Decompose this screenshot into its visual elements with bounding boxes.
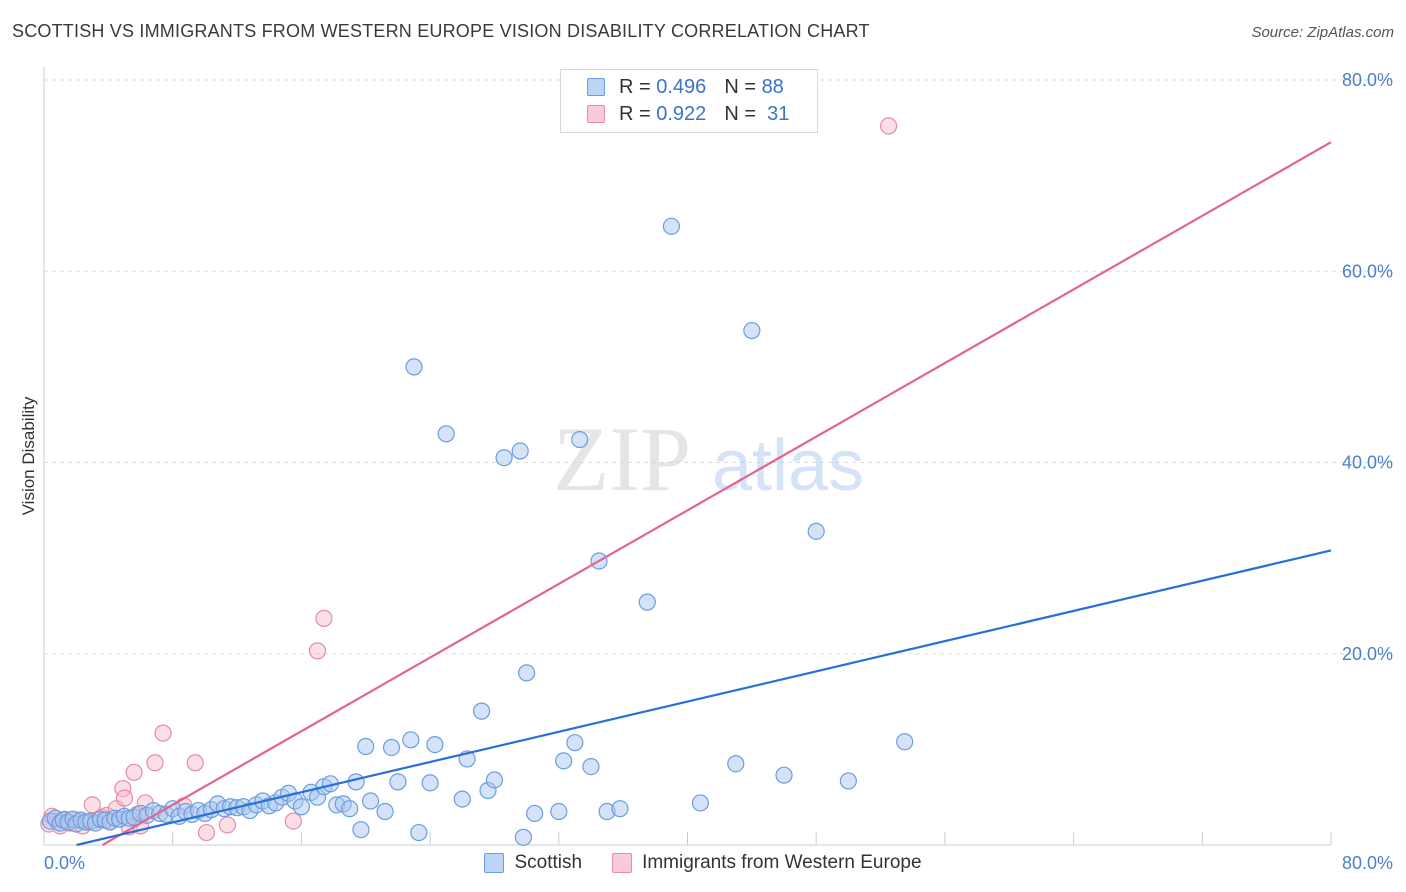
data-point-immigrants	[186, 754, 204, 772]
bottom-legend-label-immigrants: Immigrants from Western Europe	[642, 852, 922, 873]
data-point-scottish	[389, 773, 407, 791]
data-point-immigrants	[218, 816, 236, 834]
chart-source: Source: ZipAtlas.com	[1251, 24, 1394, 41]
data-point-scottish	[526, 804, 544, 823]
data-point-scottish	[743, 321, 761, 340]
data-point-scottish	[775, 766, 793, 784]
data-point-scottish	[839, 772, 857, 790]
data-point-scottish	[453, 790, 471, 808]
trendlines	[76, 141, 1332, 847]
data-point-scottish	[357, 737, 375, 756]
data-point-scottish	[376, 802, 394, 821]
data-point-scottish	[341, 800, 359, 818]
watermark-atlas: atlas	[712, 426, 864, 506]
legend-n-label: N =	[724, 102, 756, 125]
legend-n-value: 31	[767, 102, 790, 125]
y-axis-tick-labels: 20.0% 40.0% 60.0% 80.0%	[1342, 70, 1393, 664]
trendline-immigrants	[101, 141, 1332, 846]
data-point-scottish	[426, 735, 444, 754]
data-point-immigrants	[879, 117, 898, 135]
trendline-scottish	[76, 549, 1332, 847]
y-axis-label: Vision Disability	[19, 396, 38, 515]
correlation-legend: R = 0.496 N = 88 R = 0.922 N = 31	[560, 69, 818, 133]
data-point-immigrants	[115, 789, 134, 807]
legend-r-value: 0.496	[656, 75, 707, 98]
legend-r-label: R =	[619, 75, 651, 98]
legend-r-value: 0.922	[656, 102, 707, 125]
legend-swatch-scottish	[587, 78, 605, 96]
series-scottish-points	[41, 217, 914, 846]
data-point-scottish	[518, 664, 536, 682]
x-tick-label-min: 0.0%	[44, 853, 85, 873]
legend-n-value: 88	[761, 75, 784, 98]
data-point-immigrants	[125, 763, 143, 781]
data-point-scottish	[402, 731, 420, 749]
data-point-immigrants	[284, 812, 302, 830]
data-point-scottish	[292, 798, 310, 816]
watermark-zip: ZIP	[553, 408, 691, 510]
data-point-scottish	[550, 802, 568, 821]
y-tick-label: 60.0%	[1342, 261, 1393, 281]
data-point-scottish	[495, 449, 513, 467]
data-point-scottish	[727, 755, 745, 773]
data-point-scottish	[514, 828, 533, 846]
y-tick-label: 20.0%	[1342, 644, 1393, 664]
bottom-legend-label-scottish: Scottish	[514, 852, 583, 873]
data-point-scottish	[511, 442, 529, 460]
bottom-legend-item-immigrants: Immigrants from Western Europe	[612, 852, 922, 874]
data-point-immigrants	[308, 642, 327, 660]
data-point-scottish	[566, 734, 584, 752]
data-point-scottish	[485, 771, 504, 789]
data-point-immigrants	[146, 754, 164, 772]
data-point-scottish	[691, 794, 709, 812]
data-point-scottish	[437, 425, 455, 443]
x-axis-ticks	[172, 832, 1332, 845]
data-point-scottish	[662, 217, 681, 235]
legend-row-scottish: R = 0.496 N = 88	[587, 75, 784, 99]
data-point-scottish	[421, 774, 439, 792]
data-point-scottish	[405, 358, 423, 376]
data-point-scottish	[582, 757, 600, 776]
legend-swatch-immigrants	[587, 105, 605, 123]
bottom-legend-swatch-immigrants	[612, 853, 633, 873]
data-point-scottish	[611, 800, 629, 818]
data-point-scottish	[807, 522, 825, 540]
legend-n-label: N =	[724, 75, 756, 98]
data-point-immigrants	[315, 609, 333, 627]
x-tick-label-max: 80.0%	[1342, 853, 1393, 873]
data-point-scottish	[571, 430, 589, 449]
data-point-scottish	[382, 738, 401, 757]
data-point-scottish	[896, 733, 914, 751]
bottom-legend-swatch-scottish	[484, 853, 505, 873]
data-point-scottish	[555, 752, 573, 770]
data-point-scottish	[347, 773, 365, 791]
data-point-scottish	[472, 702, 491, 720]
bottom-legend-item-scottish: Scottish	[484, 852, 582, 874]
chart-title: SCOTTISH VS IMMIGRANTS FROM WESTERN EURO…	[12, 21, 870, 41]
data-point-immigrants	[197, 823, 216, 842]
data-point-scottish	[638, 593, 656, 611]
data-point-scottish	[361, 792, 380, 810]
legend-row-immigrants: R = 0.922 N = 31	[587, 102, 789, 126]
bottom-legend: Scottish Immigrants from Western Europe	[0, 852, 1406, 874]
legend-r-label: R =	[619, 102, 651, 125]
gridlines	[44, 79, 1393, 655]
data-point-scottish	[352, 821, 370, 839]
y-tick-label: 40.0%	[1342, 453, 1393, 473]
y-tick-label: 80.0%	[1342, 70, 1393, 90]
data-point-scottish	[410, 823, 428, 842]
data-point-immigrants	[154, 724, 172, 742]
